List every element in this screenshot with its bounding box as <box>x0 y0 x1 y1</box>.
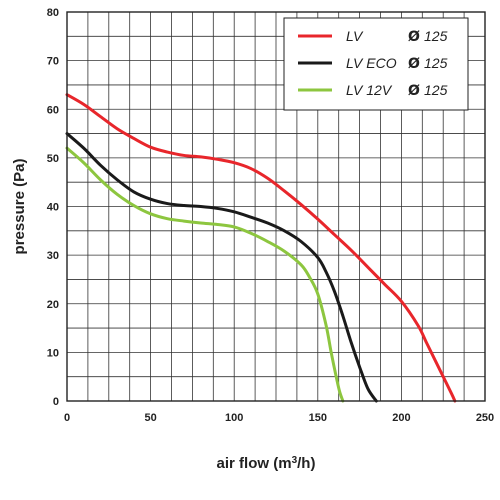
legend-diameter: 125 <box>424 55 448 71</box>
x-axis-title-end: /h) <box>297 455 315 472</box>
y-tick-label: 0 <box>53 396 59 408</box>
x-tick-label: 50 <box>144 412 156 424</box>
plot-frame <box>66 11 486 402</box>
legend-label: LV <box>346 28 364 44</box>
x-tick-labels: 0 50 100 150 200 250 <box>64 412 494 424</box>
x-tick-label: 150 <box>309 412 327 424</box>
series-line-lv-eco <box>65 132 378 403</box>
y-tick-labels: 0 10 20 30 40 50 60 70 80 <box>47 7 59 408</box>
y-tick-label: 40 <box>47 202 59 214</box>
y-tick-label: 50 <box>47 153 59 165</box>
x-tick-label: 0 <box>64 412 70 424</box>
legend-label: LV 12V <box>346 82 393 98</box>
series-layer <box>65 93 457 403</box>
x-tick-label: 250 <box>476 412 494 424</box>
diameter-icon: Ø <box>408 29 420 45</box>
y-tick-label: 70 <box>47 56 59 68</box>
y-tick-label: 30 <box>47 250 59 262</box>
legend-diameter: 125 <box>424 28 448 44</box>
diameter-icon: Ø <box>408 56 420 72</box>
legend-diameter: 125 <box>424 82 448 98</box>
x-tick-label: 200 <box>392 412 410 424</box>
y-tick-label: 80 <box>47 7 59 19</box>
diameter-icon: Ø <box>408 83 420 99</box>
x-axis-title: air flow (m3/h) <box>217 455 316 473</box>
x-axis-title-superscript: 3 <box>292 455 298 466</box>
y-axis-title: pressure (Pa) <box>11 159 28 255</box>
y-tick-label: 10 <box>47 347 59 359</box>
legend-label: LV ECO <box>346 55 397 71</box>
x-tick-label: 100 <box>225 412 243 424</box>
x-axis-title-main: air flow (m <box>217 455 292 472</box>
series-line-lv-12v <box>65 146 345 403</box>
y-tick-label: 60 <box>47 104 59 116</box>
series-line-lv <box>65 93 457 403</box>
y-tick-label: 20 <box>47 299 59 311</box>
